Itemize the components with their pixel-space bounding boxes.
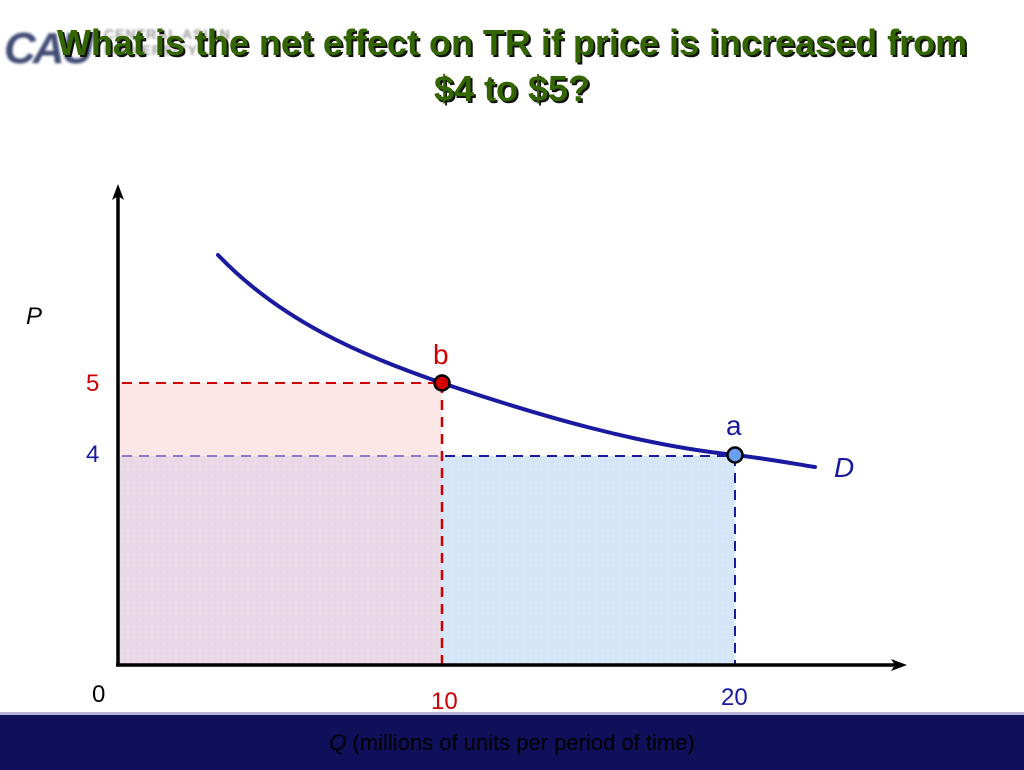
x-tick-10: 10 — [431, 688, 458, 715]
logo-line-2: UNIVERSITY — [104, 42, 199, 58]
y-axis-arrow-icon — [112, 184, 124, 200]
x-axis-var: Q — [329, 730, 347, 755]
logo-line-1: CENTRAL ASIAN — [104, 26, 231, 42]
x-axis-label: Q (millions of units per period of time) — [0, 730, 1024, 756]
footer-band — [0, 712, 1024, 770]
point-a-label: a — [726, 410, 742, 441]
slide-title: What is the net effect on TR if price is… — [56, 22, 968, 109]
x-axis-arrow-icon — [891, 659, 907, 671]
point-a — [726, 446, 744, 464]
logo-mark: CAU — [4, 24, 93, 73]
point-b-label: b — [433, 339, 449, 370]
logo-text: CENTRAL ASIAN UNIVERSITY — [104, 26, 231, 58]
demand-label: D — [834, 452, 855, 483]
origin-label: 0 — [92, 681, 106, 708]
x-tick-20: 20 — [721, 684, 748, 711]
university-logo: CAU CENTRAL ASIAN UNIVERSITY — [4, 18, 234, 73]
demand-curve — [216, 253, 817, 469]
point-b — [433, 374, 451, 392]
y-tick-4: 4 — [86, 441, 100, 468]
x-axis-desc: (millions of units per period of time) — [346, 730, 695, 755]
y-tick-5: 5 — [86, 370, 100, 397]
y-axis-label: P — [26, 303, 43, 330]
